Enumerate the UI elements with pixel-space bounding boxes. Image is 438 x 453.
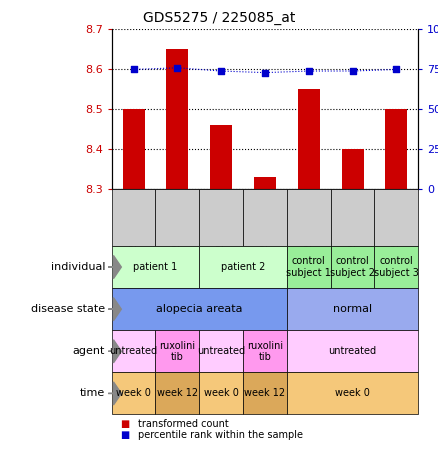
Point bbox=[261, 69, 268, 76]
Text: control
subject 1: control subject 1 bbox=[286, 256, 331, 278]
Text: percentile rank within the sample: percentile rank within the sample bbox=[138, 430, 303, 440]
Text: week 12: week 12 bbox=[244, 388, 286, 399]
Point bbox=[174, 64, 181, 72]
Point bbox=[349, 67, 356, 75]
Text: week 0: week 0 bbox=[116, 388, 151, 399]
Text: untreated: untreated bbox=[197, 346, 245, 357]
Text: ■: ■ bbox=[120, 430, 130, 440]
Text: ■: ■ bbox=[120, 419, 130, 429]
Text: alopecia areata: alopecia areata bbox=[156, 304, 243, 314]
Point bbox=[130, 66, 137, 73]
Text: time: time bbox=[80, 388, 105, 399]
Bar bbox=[123, 109, 145, 189]
Text: untreated: untreated bbox=[328, 346, 377, 357]
Bar bbox=[254, 178, 276, 189]
Text: week 12: week 12 bbox=[157, 388, 198, 399]
Text: agent: agent bbox=[73, 346, 105, 357]
Point bbox=[218, 67, 225, 75]
Bar bbox=[342, 149, 364, 189]
Bar bbox=[298, 89, 320, 189]
Text: control
subject 3: control subject 3 bbox=[374, 256, 419, 278]
Text: transformed count: transformed count bbox=[138, 419, 229, 429]
Text: untreated: untreated bbox=[110, 346, 158, 357]
Text: patient 2: patient 2 bbox=[221, 262, 265, 272]
Text: week 0: week 0 bbox=[335, 388, 370, 399]
Bar bbox=[210, 125, 232, 189]
Text: patient 1: patient 1 bbox=[133, 262, 178, 272]
Text: control
subject 2: control subject 2 bbox=[330, 256, 375, 278]
Point bbox=[393, 66, 400, 73]
Text: week 0: week 0 bbox=[204, 388, 239, 399]
Text: disease state: disease state bbox=[31, 304, 105, 314]
Text: individual: individual bbox=[51, 262, 105, 272]
Text: normal: normal bbox=[333, 304, 372, 314]
Bar bbox=[166, 49, 188, 189]
Bar bbox=[385, 109, 407, 189]
Text: GDS5275 / 225085_at: GDS5275 / 225085_at bbox=[143, 11, 295, 25]
Point bbox=[305, 67, 312, 75]
Text: ruxolini
tib: ruxolini tib bbox=[159, 341, 195, 362]
Text: ruxolini
tib: ruxolini tib bbox=[247, 341, 283, 362]
